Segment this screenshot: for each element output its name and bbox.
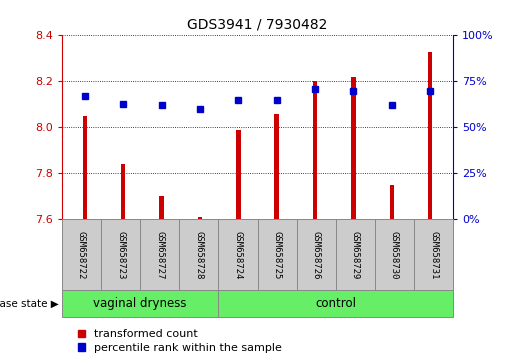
Text: control: control (315, 297, 356, 310)
Text: GSM658729: GSM658729 (351, 231, 360, 279)
Bar (313, 81, 317, 219)
Legend: transformed count, percentile rank within the sample: transformed count, percentile rank withi… (78, 330, 282, 353)
Bar (389, 185, 394, 219)
Bar (351, 77, 356, 219)
Text: GSM658726: GSM658726 (312, 231, 321, 279)
Text: GSM658724: GSM658724 (233, 231, 243, 279)
Text: GSM658730: GSM658730 (390, 231, 399, 279)
Text: vaginal dryness: vaginal dryness (93, 297, 187, 310)
Text: GSM658731: GSM658731 (429, 231, 438, 279)
Bar (159, 196, 164, 219)
Bar (121, 164, 126, 219)
Text: disease state ▶: disease state ▶ (0, 298, 59, 309)
Text: GSM658727: GSM658727 (155, 231, 164, 279)
Text: GSM658728: GSM658728 (194, 231, 203, 279)
Text: GSM658723: GSM658723 (116, 231, 125, 279)
Text: GSM658722: GSM658722 (77, 231, 86, 279)
Bar (82, 116, 87, 219)
Bar (198, 217, 202, 219)
Text: GSM658725: GSM658725 (272, 231, 282, 279)
Bar (236, 130, 241, 219)
Bar (274, 114, 279, 219)
Bar (428, 51, 433, 219)
Title: GDS3941 / 7930482: GDS3941 / 7930482 (187, 17, 328, 32)
